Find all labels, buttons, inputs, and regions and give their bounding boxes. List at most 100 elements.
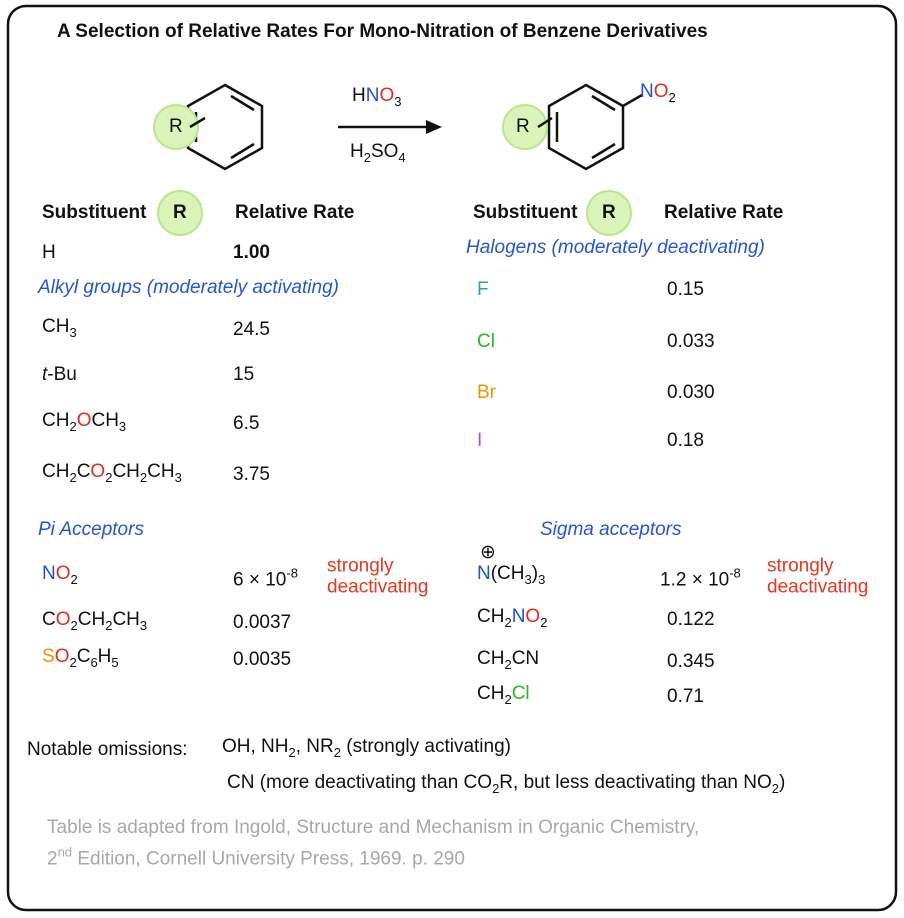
text-part: C xyxy=(76,461,91,482)
column-header: R xyxy=(602,202,616,223)
text-part: OH, NH xyxy=(222,736,289,757)
text-part: 2 xyxy=(70,618,78,633)
text-part: 2 xyxy=(668,90,676,105)
reactant-ring xyxy=(186,83,264,171)
substituent: CH3 xyxy=(42,315,77,345)
rate: 0.030 xyxy=(667,381,715,405)
text-part: CN (more deactivating than CO xyxy=(227,772,493,793)
text-part: 2 xyxy=(69,470,77,485)
text-part: SO xyxy=(370,141,399,162)
section-title: Pi Acceptors xyxy=(38,519,144,540)
r-highlight xyxy=(502,104,548,150)
text-part: , NR xyxy=(295,736,334,757)
text-part: 0.0037 xyxy=(233,612,292,633)
text-part: CH xyxy=(477,648,505,669)
text-part: 2 xyxy=(69,655,77,670)
rate: 15 xyxy=(233,363,254,387)
substituent: Cl xyxy=(477,330,495,354)
reagent: HNO3 xyxy=(352,84,401,114)
column-header: Relative Rate xyxy=(235,202,355,223)
omission: OH, NH2, NR2 (strongly activating) xyxy=(222,735,511,765)
rate: 0.15 xyxy=(667,278,704,302)
column-header: Substituent xyxy=(473,202,578,223)
text-part: 5 xyxy=(111,655,119,670)
text-part: 2 xyxy=(105,618,113,633)
text-part: O xyxy=(55,609,71,630)
note: deactivating xyxy=(767,576,869,598)
section-title: Sigma acceptors xyxy=(540,519,682,540)
text-part: CH xyxy=(477,683,505,704)
text-part: 15 xyxy=(233,364,255,385)
text-part: C xyxy=(42,609,56,630)
text-part: CH xyxy=(112,461,140,482)
citation: Table is adapted from Ingold, Structure … xyxy=(47,816,699,840)
text-part: 3 xyxy=(538,572,546,587)
section-title: Halogens (moderately deactivating) xyxy=(466,237,765,258)
text-part: CH xyxy=(42,461,70,482)
text-part: 4 xyxy=(398,150,406,165)
rate: 1.2 × 10-8 xyxy=(660,562,741,593)
r-label: R xyxy=(516,116,530,137)
arrow-head xyxy=(426,120,442,134)
text-part: Table is adapted from Ingold, Structure … xyxy=(47,817,700,838)
section-title: Alkyl groups (moderately activating) xyxy=(38,277,339,298)
text-part: 2 xyxy=(105,470,113,485)
text-part: 2 xyxy=(70,572,78,587)
rate: 3.75 xyxy=(233,463,270,487)
product-ring xyxy=(547,83,643,171)
text-part: CH xyxy=(112,609,140,630)
text-part: Br xyxy=(477,382,496,403)
rate: 0.033 xyxy=(667,330,715,354)
omission: CN (more deactivating than CO2R, but les… xyxy=(227,771,785,801)
text-part: O xyxy=(90,461,106,482)
text-part: 3 xyxy=(69,325,77,340)
bond xyxy=(189,116,206,129)
text-part: -8 xyxy=(729,565,741,581)
text-part: N xyxy=(42,563,56,584)
text-part: N xyxy=(511,606,526,627)
text-part: O xyxy=(54,646,70,667)
rate: 24.5 xyxy=(233,318,270,342)
text-part: H xyxy=(97,646,112,667)
text-part: 2 xyxy=(288,745,296,760)
column-header: R xyxy=(173,202,187,223)
rate: 6.5 xyxy=(233,412,259,436)
text-part: 0.15 xyxy=(667,279,704,300)
rate: 6 × 10-8 xyxy=(233,562,298,593)
rate: 0.0035 xyxy=(233,648,291,672)
text-part: O xyxy=(653,81,669,102)
text-part: C xyxy=(76,646,91,667)
text-part: -Bu xyxy=(47,364,77,385)
note: strongly xyxy=(327,555,394,577)
text-part: 24.5 xyxy=(233,319,270,340)
text-part: CH xyxy=(42,316,70,337)
text-part: 1.00 xyxy=(233,242,270,263)
text-part: CH xyxy=(77,609,106,630)
text-part: F xyxy=(477,279,489,300)
text-part: t xyxy=(42,364,48,385)
substituent: N(CH3)3 xyxy=(477,562,545,592)
rate: 0.345 xyxy=(667,650,715,674)
text-part: R, but less deactivating than NO xyxy=(499,772,772,793)
text-part: 6 × 10 xyxy=(233,569,287,591)
substituent: CO2CH2CH3 xyxy=(42,608,147,638)
substituent: CH2Cl xyxy=(477,682,530,712)
text-part: 0.345 xyxy=(667,651,715,672)
text-part: 0.71 xyxy=(667,686,704,707)
frame xyxy=(6,4,898,912)
text-part: 2 xyxy=(492,781,500,796)
text-part: nd xyxy=(57,844,73,860)
substituent: CH2OCH3 xyxy=(42,409,126,439)
text-part: Cl xyxy=(477,331,495,352)
text-part: 0.033 xyxy=(667,331,715,352)
text-part: 2 xyxy=(504,692,512,707)
text-part: 0.0035 xyxy=(233,649,292,670)
r-highlight xyxy=(157,190,203,236)
title: A Selection of Relative Rates For Mono-N… xyxy=(57,21,708,42)
text-part: O xyxy=(379,85,395,106)
substituent: NO2 xyxy=(42,562,78,592)
text-part: 3 xyxy=(394,94,402,109)
text-part: 2 xyxy=(504,615,512,630)
